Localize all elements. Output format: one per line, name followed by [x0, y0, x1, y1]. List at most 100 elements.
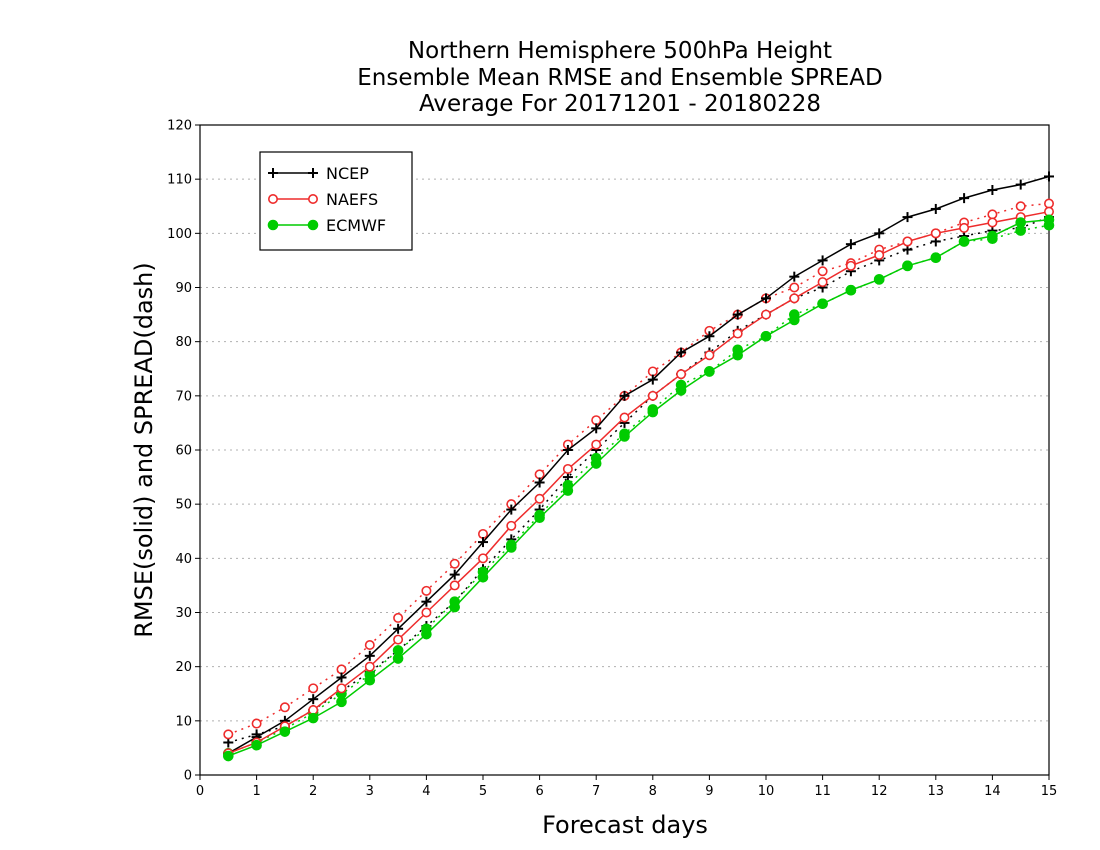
legend-label: NAEFS [326, 190, 378, 209]
ecmwf-rmse-point [364, 674, 376, 686]
ncep-rmse-point [336, 672, 347, 683]
y-tick-label: 110 [167, 173, 192, 188]
naefs-spread-point [1044, 198, 1055, 209]
legend-marker [307, 194, 318, 205]
x-tick-label: 0 [196, 784, 204, 799]
ecmwf-rmse-point [675, 385, 687, 396]
naefs-rmse-point [534, 493, 545, 504]
chart-title-line-3: Average For 20171201 - 20180228 [419, 91, 821, 117]
ncep-rmse-point [1044, 171, 1054, 182]
naefs-rmse-point [987, 217, 998, 228]
naefs-spread-point [789, 282, 800, 293]
naefs-rmse-line [228, 210, 1050, 755]
y-tick-label: 10 [175, 714, 192, 729]
ecmwf-rmse-point [590, 458, 602, 469]
ncep-rmse-point [449, 569, 460, 580]
ecmwf-rmse-point [930, 252, 942, 264]
naefs-rmse-point [817, 277, 828, 288]
legend-item-ecmwf: ECMWF [267, 216, 386, 235]
gridlines [200, 178, 1049, 722]
naefs-rmse-point [562, 463, 573, 474]
chart-title-line-2: Ensemble Mean RMSE and Ensemble SPREAD [357, 65, 882, 91]
x-tick-label: 8 [649, 784, 657, 799]
ecmwf-rmse-point [902, 260, 913, 272]
naefs-spread-point [421, 585, 432, 596]
y-tick-label: 30 [175, 606, 192, 621]
ncep-rmse-point [506, 504, 517, 515]
y-tick-label: 100 [167, 227, 192, 242]
x-tick-label: 5 [479, 784, 487, 799]
ecmwf-rmse-point [987, 230, 998, 242]
x-tick-label: 10 [758, 784, 775, 799]
naefs-rmse-point [506, 520, 517, 531]
ncep-rmse-point [732, 309, 743, 320]
naefs-rmse-point [336, 683, 347, 694]
naefs-spread-point [477, 528, 488, 539]
y-tick-label: 40 [175, 552, 192, 567]
x-tick-label: 4 [422, 784, 430, 799]
y-tick-label: 0 [184, 769, 192, 784]
naefs-spread-point [308, 683, 319, 694]
ncep-rmse-point [421, 596, 432, 607]
x-axis-label: Forecast days [542, 811, 708, 839]
ecmwf-rmse-point [562, 485, 574, 496]
x-tick-label: 13 [928, 784, 945, 799]
naefs-rmse-point [902, 236, 913, 247]
ncep-spread-series [223, 212, 1054, 748]
legend-label: ECMWF [326, 216, 386, 235]
naefs-rmse-point [930, 228, 941, 239]
ncep-rmse-point [562, 445, 573, 455]
y-tick-label: 120 [167, 119, 192, 134]
x-tick-label: 11 [814, 784, 831, 799]
legend: NCEP NAEFS ECMWF [259, 151, 413, 251]
ncep-rmse-point [676, 347, 687, 358]
naefs-spread-point [223, 729, 234, 740]
ncep-rmse-point [845, 239, 856, 250]
naefs-rmse-point [760, 309, 771, 320]
ncep-rmse-point [874, 228, 885, 239]
naefs-rmse-point [393, 634, 404, 645]
ecmwf-rmse-point [506, 542, 517, 553]
ncep-rmse-point [591, 423, 602, 434]
naefs-spread-point [279, 702, 290, 713]
ncep-rmse-point [647, 374, 658, 385]
x-tick-label: 9 [705, 784, 713, 799]
ecmwf-rmse-point [958, 236, 970, 247]
naefs-spread-point [1015, 201, 1026, 212]
y-axis-label: RMSE(solid) and SPREAD(dash) [130, 262, 158, 638]
naefs-rmse-point [421, 607, 432, 618]
x-tick-label: 6 [535, 784, 543, 799]
naefs-rmse-point [874, 250, 885, 261]
ncep-rmse-point [789, 271, 800, 282]
y-tick-label: 60 [175, 444, 192, 459]
x-tick-label: 15 [1041, 784, 1058, 799]
ecmwf-rmse-point [1043, 214, 1055, 226]
ecmwf-rmse-point [279, 726, 291, 737]
ecmwf-rmse-point [873, 274, 885, 285]
naefs-spread-series [223, 198, 1055, 740]
ecmwf-rmse-point [845, 284, 857, 296]
ncep-rmse-point [393, 623, 404, 634]
naefs-spread-point [251, 718, 262, 729]
chart-title: Northern Hemisphere 500hPa Height Ensemb… [357, 38, 882, 117]
ncep-rmse-point [761, 293, 771, 304]
naefs-rmse-series [223, 206, 1055, 759]
ncep-rmse-point [817, 255, 828, 266]
naefs-rmse-point [676, 369, 687, 380]
legend-label: NCEP [326, 164, 369, 183]
x-tick-label: 7 [592, 784, 600, 799]
naefs-rmse-point [732, 328, 743, 339]
ncep-rmse-point [534, 477, 545, 488]
ncep-rmse-line [227, 175, 1050, 754]
ecmwf-rmse-point [817, 298, 828, 310]
x-tick-label: 1 [252, 784, 260, 799]
ncep-rmse-point [930, 203, 941, 214]
naefs-spread-point [987, 209, 998, 220]
naefs-spread-point [591, 415, 602, 426]
legend-item-naefs: NAEFS [267, 190, 378, 209]
ecmwf-rmse-point [647, 406, 659, 418]
naefs-spread-line [228, 202, 1050, 736]
chart-title-line-1: Northern Hemisphere 500hPa Height [408, 38, 832, 64]
ecmwf-spread-line [228, 224, 1050, 755]
